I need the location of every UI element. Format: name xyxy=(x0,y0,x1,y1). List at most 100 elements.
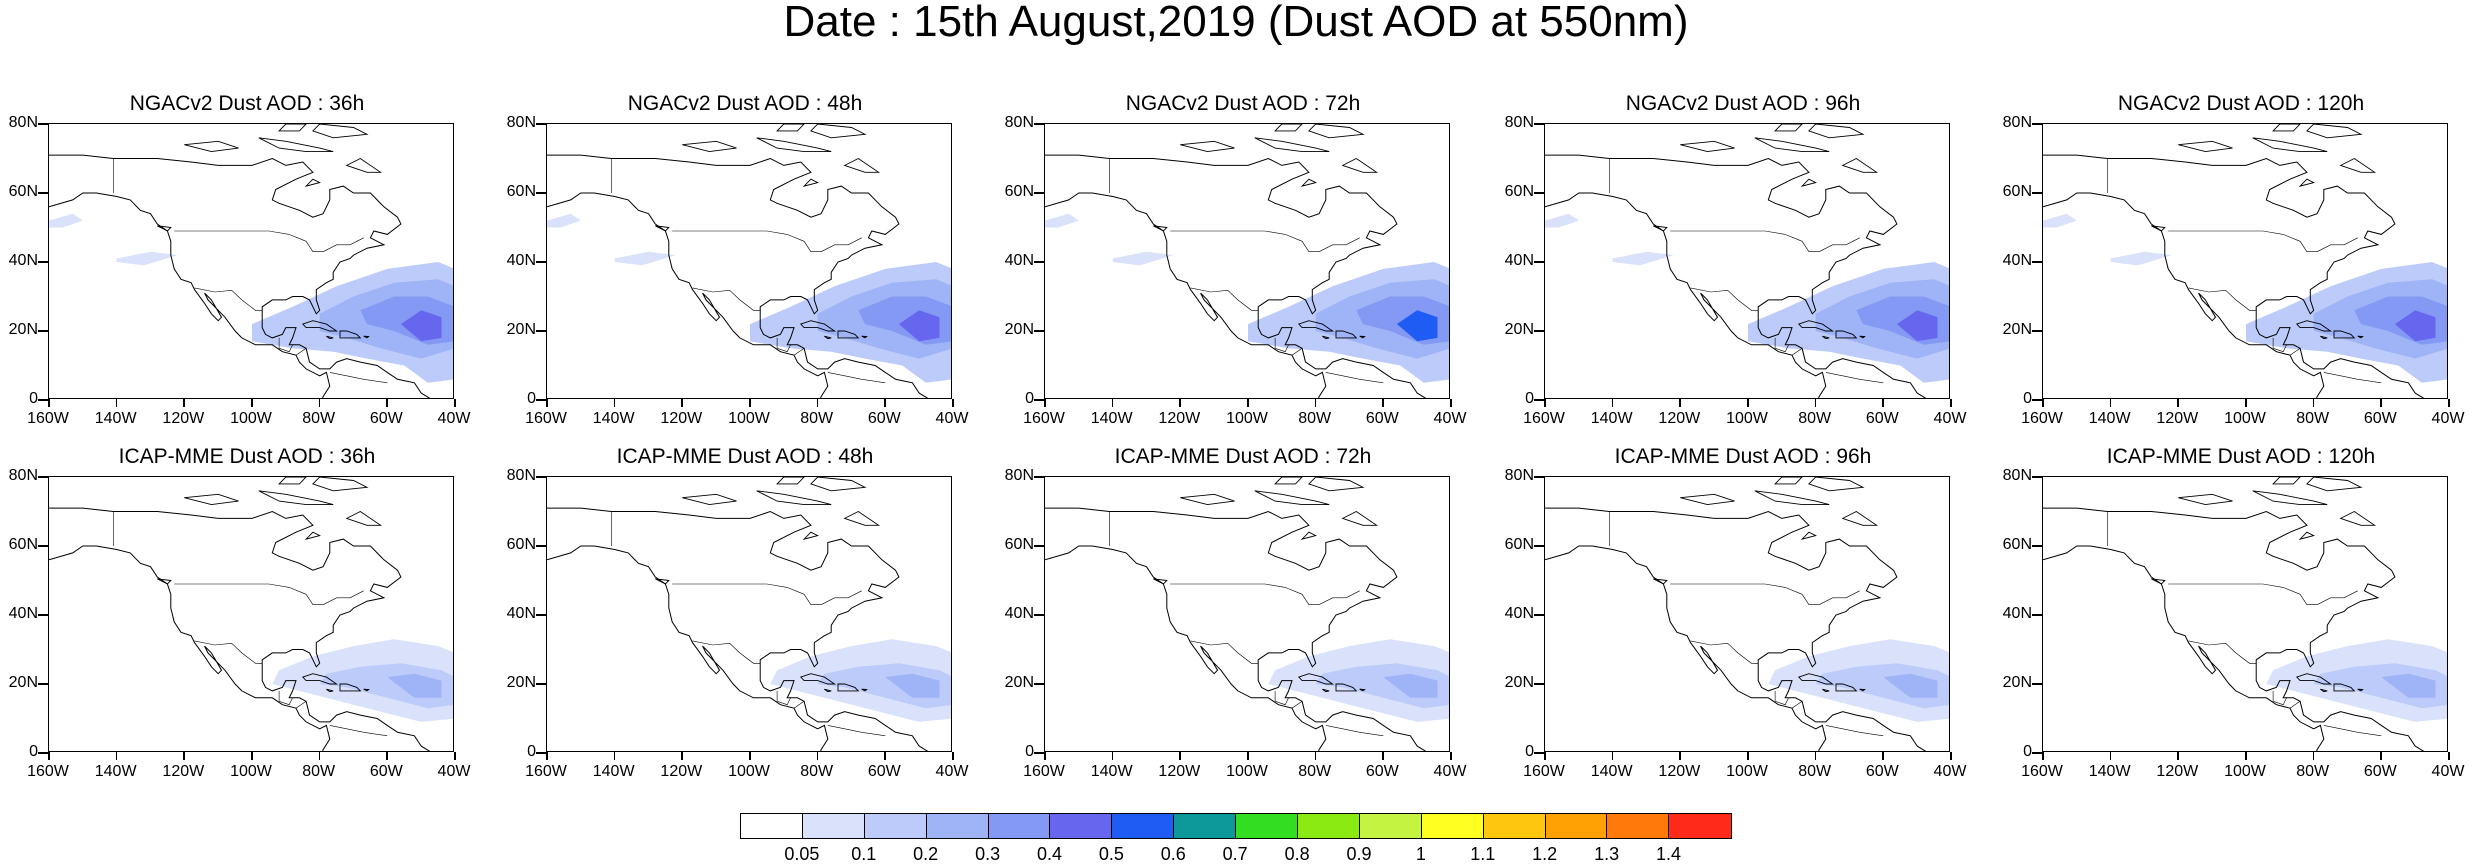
latitude-tick xyxy=(1534,476,1544,478)
longitude-tick xyxy=(1179,399,1181,407)
longitude-label: 140W xyxy=(1090,763,1133,780)
country-border xyxy=(278,337,293,353)
island-outline xyxy=(799,673,837,685)
longitude-tick xyxy=(454,399,456,407)
longitude-label: 140W xyxy=(1590,410,1633,427)
dust-aod-map xyxy=(1544,476,1950,752)
longitude-label: 40W xyxy=(2431,410,2465,427)
island-outline xyxy=(258,490,334,506)
panel-title: NGACv2 Dust AOD : 36h xyxy=(129,92,365,115)
map-panel: ICAP-MME Dust AOD : 48h 80N 60N 40N 20N 0 160W… xyxy=(498,446,978,786)
longitude-tick xyxy=(816,752,819,760)
longitude-label: 160W xyxy=(27,410,69,427)
latitude-label: 40N xyxy=(8,252,38,269)
latitude-tick xyxy=(2032,399,2042,401)
island-outline xyxy=(345,510,383,526)
colorbar-tick-label: 1.2 xyxy=(1532,844,1558,864)
country-border xyxy=(2168,230,2358,252)
country-border xyxy=(1274,690,1289,706)
longitude-tick xyxy=(1450,752,1452,760)
coastline xyxy=(49,545,331,751)
island-outline xyxy=(2333,330,2356,339)
latitude-tick xyxy=(1034,261,1044,263)
country-border xyxy=(2289,700,2304,716)
dust-aod-map xyxy=(1044,123,1450,399)
island-outline xyxy=(2357,688,2364,692)
country-border xyxy=(1825,725,1884,737)
coastline xyxy=(1545,192,1827,398)
dust-aod-shading xyxy=(2381,673,2436,698)
longitude-label: 100W xyxy=(728,410,770,427)
island-outline xyxy=(1822,688,1830,693)
longitude-label: 120W xyxy=(1158,763,1201,780)
country-border xyxy=(1690,287,1759,311)
island-outline xyxy=(157,578,172,585)
dust-aod-shading xyxy=(614,251,676,266)
latitude-tick xyxy=(1034,683,1044,685)
latitude-tick xyxy=(1534,399,1544,401)
island-outline xyxy=(1300,178,1317,187)
longitude-tick xyxy=(1882,399,1884,407)
longitude-tick xyxy=(1314,399,1317,407)
island-outline xyxy=(2339,510,2377,526)
dust-aod-shading xyxy=(1545,213,1579,228)
island-outline xyxy=(1808,124,1865,139)
longitude-label: 140W xyxy=(94,410,137,427)
island-outline xyxy=(2178,140,2233,153)
latitude-tick xyxy=(536,614,546,616)
island-outline xyxy=(843,510,881,526)
longitude-tick xyxy=(1679,399,1681,407)
coastline xyxy=(1045,545,1327,751)
country-border xyxy=(278,690,293,706)
country-border xyxy=(1774,690,1789,706)
latitude-label: 0 xyxy=(29,743,38,760)
island-outline xyxy=(258,137,334,153)
latitude-tick xyxy=(1534,545,1544,547)
longitude-tick xyxy=(1179,752,1181,760)
longitude-label: 60W xyxy=(369,410,403,427)
longitude-label: 120W xyxy=(660,410,703,427)
longitude-tick xyxy=(48,399,50,407)
longitude-tick xyxy=(1382,752,1384,760)
longitude-tick xyxy=(1044,752,1046,760)
coastline xyxy=(49,192,331,398)
longitude-tick xyxy=(48,752,50,760)
island-outline xyxy=(304,178,321,187)
coastline xyxy=(1545,545,1827,751)
island-outline xyxy=(157,225,172,232)
map-panel: NGACv2 Dust AOD : 120h 80N 60N 40N 20N 0 160W 1… xyxy=(1994,93,2472,433)
colorbar-swatch xyxy=(1545,814,1608,838)
longitude-tick xyxy=(115,752,118,760)
island-outline xyxy=(1859,688,1866,692)
latitude-label: 80N xyxy=(1004,114,1034,131)
dust-aod-map xyxy=(1044,476,1450,752)
latitude-tick xyxy=(1034,614,1044,616)
longitude-tick xyxy=(749,399,751,407)
coastline xyxy=(2043,507,2425,751)
longitude-label: 100W xyxy=(1226,410,1268,427)
longitude-label: 140W xyxy=(2088,763,2131,780)
island-outline xyxy=(1308,477,1365,492)
longitude-label: 140W xyxy=(592,410,635,427)
island-outline xyxy=(1797,320,1835,332)
island-outline xyxy=(1774,124,1803,132)
country-border xyxy=(1774,337,1789,353)
longitude-tick xyxy=(1247,752,1249,760)
island-outline xyxy=(326,335,334,340)
latitude-label: 0 xyxy=(1525,390,1534,407)
longitude-label: 60W xyxy=(2363,410,2397,427)
latitude-tick xyxy=(2032,752,2042,754)
island-outline xyxy=(312,124,369,139)
coastline xyxy=(547,545,829,751)
dust-aod-shading xyxy=(2043,213,2077,228)
colorbar-swatch xyxy=(926,814,989,838)
coastline xyxy=(1045,507,1427,751)
panel-title: ICAP-MME Dust AOD : 96h xyxy=(1614,445,1872,468)
island-outline xyxy=(799,320,837,332)
longitude-label: 160W xyxy=(1523,410,1565,427)
map-canvas xyxy=(547,124,951,398)
country-border xyxy=(1190,640,1259,664)
longitude-label: 160W xyxy=(1023,763,1065,780)
longitude-label: 140W xyxy=(2088,410,2131,427)
longitude-tick xyxy=(2380,752,2382,760)
